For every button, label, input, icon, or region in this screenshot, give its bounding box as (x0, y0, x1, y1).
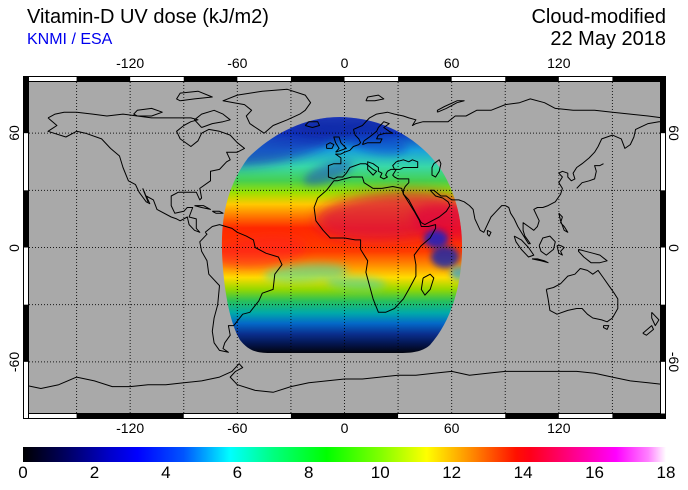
graticule (23, 76, 666, 419)
product-type: Cloud-modified (531, 6, 666, 28)
lat-tick-label-right: 60 (666, 125, 682, 141)
lon-tick-label-bottom: 120 (547, 420, 571, 436)
world-map (23, 76, 666, 419)
swath-feature (424, 230, 448, 248)
colorbar-tick-label: 14 (513, 463, 533, 482)
lat-tick-label-left: -60 (6, 351, 22, 372)
lat-tick-label-right: -60 (666, 351, 682, 372)
uv-dose-swath (221, 117, 463, 353)
lat-tick-label-right: 0 (666, 243, 682, 252)
lon-tick-label-bottom: -60 (227, 420, 248, 436)
lon-tick-label-top: 120 (547, 55, 571, 71)
swath-feature (264, 263, 348, 283)
lon-tick-label-top: -120 (116, 55, 145, 71)
colorbar-tick-label: 4 (161, 463, 171, 482)
colorbar-gradient (23, 447, 666, 462)
colorbar-tick-label: 10 (370, 463, 390, 482)
colorbar-tick-label: 16 (585, 463, 604, 482)
map-frame (23, 76, 666, 419)
colorbar-tick-label: 18 (656, 463, 676, 482)
swath-feature (411, 203, 463, 241)
colorbar-tick-label: 2 (89, 463, 100, 482)
lon-tick-label-top: -60 (227, 55, 248, 71)
page-title: Vitamin-D UV dose (kJ/m2) (27, 6, 269, 28)
lat-tick-label-left: 0 (6, 243, 22, 252)
colorbar-tick-label: 8 (304, 463, 314, 482)
coastlines (23, 88, 666, 393)
colorbar-tick-label: 0 (18, 463, 28, 482)
lon-tick-label-bottom: 60 (443, 420, 460, 436)
lon-tick-label-bottom: 0 (340, 420, 349, 436)
lon-tick-label-top: 0 (340, 55, 349, 71)
colorbar-tick-label: 6 (232, 463, 243, 482)
lat-tick-label-left: 60 (6, 125, 22, 141)
lon-tick-label-bottom: -120 (116, 420, 145, 436)
swath-feature (450, 266, 463, 280)
colorbar-tick-label: 12 (442, 463, 462, 482)
lon-tick-label-top: 60 (443, 55, 460, 71)
swath-feature (431, 246, 459, 268)
swath-feature (326, 275, 386, 291)
source-credit: KNMI / ESA (27, 31, 113, 48)
product-info: Cloud-modified 22 May 2018 (531, 6, 666, 50)
product-date: 22 May 2018 (550, 28, 666, 50)
